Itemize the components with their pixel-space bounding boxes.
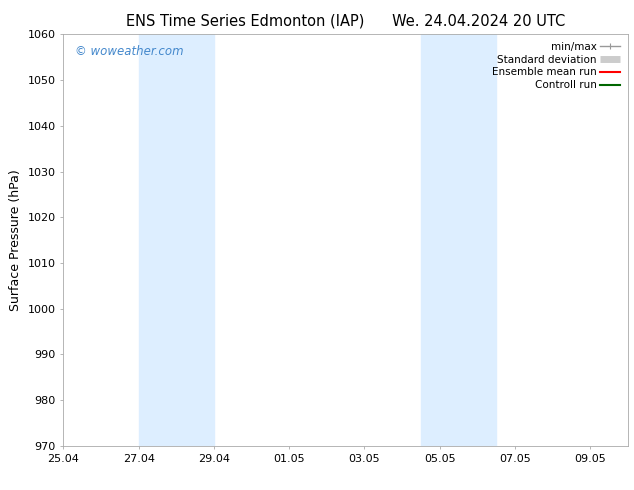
Legend: min/max, Standard deviation, Ensemble mean run, Controll run: min/max, Standard deviation, Ensemble me… — [489, 40, 623, 93]
Bar — [421, 34, 496, 446]
Y-axis label: Surface Pressure (hPa): Surface Pressure (hPa) — [9, 169, 22, 311]
Text: © woweather.com: © woweather.com — [75, 45, 183, 58]
Title: ENS Time Series Edmonton (IAP)      We. 24.04.2024 20 UTC: ENS Time Series Edmonton (IAP) We. 24.04… — [126, 14, 565, 29]
Bar — [139, 34, 214, 446]
